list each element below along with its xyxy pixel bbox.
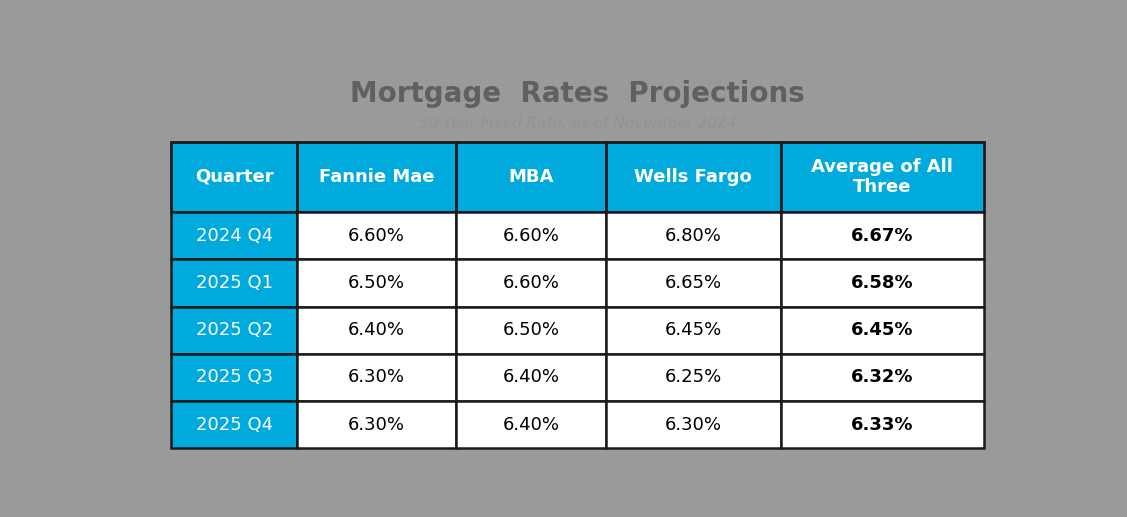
Text: Mortgage  Rates  Projections: Mortgage Rates Projections <box>350 80 805 108</box>
Text: 6.60%: 6.60% <box>503 274 559 292</box>
Bar <box>781 212 984 260</box>
Bar <box>455 142 606 212</box>
Text: 6.67%: 6.67% <box>851 227 914 245</box>
Bar <box>298 260 455 307</box>
Text: 6.30%: 6.30% <box>348 369 405 386</box>
Bar <box>781 401 984 448</box>
Text: 6.50%: 6.50% <box>348 274 405 292</box>
Bar <box>298 401 455 448</box>
Text: 30-Year Fixed Rate, as of November 2024: 30-Year Fixed Rate, as of November 2024 <box>419 116 736 131</box>
Text: 6.32%: 6.32% <box>851 369 914 386</box>
Text: 6.50%: 6.50% <box>503 321 559 339</box>
Bar <box>781 142 984 212</box>
Text: 6.65%: 6.65% <box>665 274 722 292</box>
Text: 6.60%: 6.60% <box>348 227 405 245</box>
Bar <box>781 260 984 307</box>
Text: Fannie Mae: Fannie Mae <box>319 168 434 186</box>
Text: Wells Fargo: Wells Fargo <box>635 168 752 186</box>
Bar <box>606 212 781 260</box>
Text: Quarter: Quarter <box>195 168 274 186</box>
Text: 6.60%: 6.60% <box>503 227 559 245</box>
Text: 6.30%: 6.30% <box>665 416 721 434</box>
Bar <box>171 260 298 307</box>
Bar <box>455 307 606 354</box>
Bar <box>781 354 984 401</box>
Text: 6.40%: 6.40% <box>348 321 405 339</box>
Text: 6.45%: 6.45% <box>665 321 722 339</box>
Text: 2025 Q4: 2025 Q4 <box>196 416 273 434</box>
Text: 6.45%: 6.45% <box>851 321 914 339</box>
Text: 6.40%: 6.40% <box>503 369 559 386</box>
Text: 6.58%: 6.58% <box>851 274 914 292</box>
Bar <box>606 354 781 401</box>
Bar <box>298 354 455 401</box>
Bar <box>455 212 606 260</box>
Text: MBA: MBA <box>508 168 553 186</box>
Text: 2024 Q4: 2024 Q4 <box>196 227 273 245</box>
Bar <box>781 307 984 354</box>
Bar <box>171 354 298 401</box>
Bar <box>606 260 781 307</box>
Bar <box>171 307 298 354</box>
Text: 6.80%: 6.80% <box>665 227 721 245</box>
Bar <box>606 142 781 212</box>
Text: Average of All
Three: Average of All Three <box>811 158 953 196</box>
Bar <box>606 307 781 354</box>
Bar <box>298 212 455 260</box>
Bar <box>171 212 298 260</box>
Text: 6.30%: 6.30% <box>348 416 405 434</box>
Bar <box>455 260 606 307</box>
Text: 6.25%: 6.25% <box>665 369 722 386</box>
Bar <box>171 142 298 212</box>
Bar <box>298 142 455 212</box>
Text: 2025 Q3: 2025 Q3 <box>196 369 273 386</box>
Text: 2025 Q1: 2025 Q1 <box>196 274 273 292</box>
Bar <box>298 307 455 354</box>
Bar <box>171 401 298 448</box>
Text: 6.40%: 6.40% <box>503 416 559 434</box>
Text: 6.33%: 6.33% <box>851 416 914 434</box>
Bar <box>455 401 606 448</box>
Text: 2025 Q2: 2025 Q2 <box>196 321 273 339</box>
Bar <box>455 354 606 401</box>
Bar <box>606 401 781 448</box>
